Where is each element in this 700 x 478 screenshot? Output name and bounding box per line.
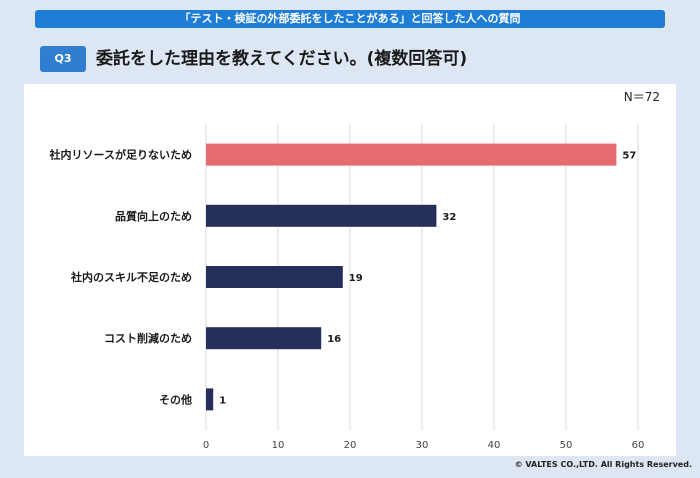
x-tick-label: 40 bbox=[488, 440, 501, 451]
bar bbox=[206, 204, 437, 227]
header-banner: 「テスト・検証の外部委託をしたことがある」と回答した人への質問 bbox=[35, 10, 665, 28]
copyright-notice: © VALTES CO.,LTD. All Rights Reserved. bbox=[514, 460, 692, 469]
bar bbox=[206, 266, 343, 288]
x-tick-label: 0 bbox=[203, 440, 209, 451]
x-tick-label: 60 bbox=[632, 440, 645, 451]
sample-size-label: N＝72 bbox=[623, 90, 660, 104]
x-tick-label: 20 bbox=[344, 440, 357, 451]
value-label: 19 bbox=[349, 273, 363, 284]
x-tick-label: 10 bbox=[272, 440, 285, 451]
category-label: 社内のスキル不足のため bbox=[70, 270, 192, 284]
x-tick-label: 30 bbox=[416, 440, 429, 451]
category-label: 社内リソースが足りないため bbox=[49, 148, 192, 162]
value-label: 16 bbox=[327, 334, 341, 345]
bar bbox=[206, 327, 322, 350]
value-label: 57 bbox=[622, 151, 636, 162]
question-number-badge: Q3 bbox=[40, 46, 86, 72]
chart-panel: N＝72 0 10 20 30 40 50 60 社内リソースが足りないため 57 品質向上のため… bbox=[24, 84, 676, 456]
value-label: 32 bbox=[442, 212, 456, 223]
category-label: その他 bbox=[159, 392, 192, 406]
category-label: 品質向上のため bbox=[115, 209, 192, 223]
bar bbox=[206, 143, 617, 166]
x-tick-label: 50 bbox=[560, 440, 573, 451]
bar bbox=[206, 388, 214, 411]
category-label: コスト削減のため bbox=[104, 331, 192, 345]
bar-chart: 0 10 20 30 40 50 60 社内リソースが足りないため 57 品質向上のため 32 社内の… bbox=[49, 124, 645, 451]
value-label: 1 bbox=[219, 395, 226, 406]
question-title: 委託をした理由を教えてください。(複数回答可) bbox=[96, 49, 468, 69]
